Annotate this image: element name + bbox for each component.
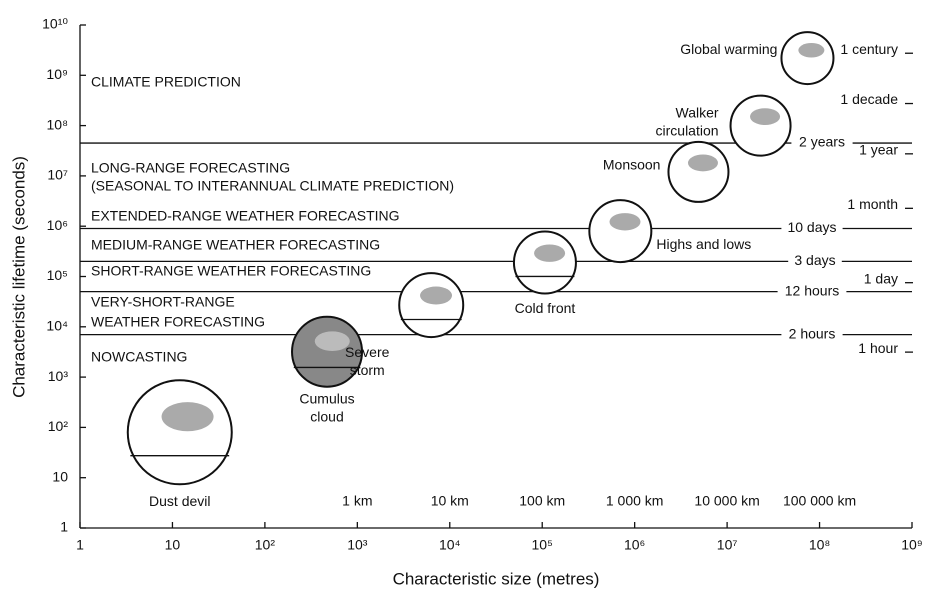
x-unit-label: 1 km [342,493,372,509]
y-axis-label: Characteristic lifetime (seconds) [9,156,28,398]
boundary-label: 2 years [799,134,845,150]
y-tick-label: 10⁵ [47,267,68,283]
time-label: 1 decade [840,91,898,107]
x-tick-label: 1 [76,537,84,553]
x-tick-label: 10⁷ [717,537,738,553]
x-unit-label: 100 000 km [783,493,856,509]
phenomenon-label: Cold front [515,300,576,316]
time-label: 1 hour [858,340,898,356]
phenomenon-label: circulation [656,122,719,138]
y-tick-label: 10² [48,418,69,434]
x-tick-label: 10⁶ [624,537,645,553]
region-label: LONG-RANGE FORECASTING [91,160,290,176]
boundary-label: 2 hours [789,325,836,341]
region-label: VERY-SHORT-RANGE [91,294,235,310]
phenomenon-icon [798,42,825,58]
region-label: (SEASONAL TO INTERANNUAL CLIMATE PREDICT… [91,178,454,194]
region-label: EXTENDED-RANGE WEATHER FORECASTING [91,208,400,224]
phenomenon-circle [126,379,233,486]
time-label: 1 century [840,41,898,57]
y-tick-label: 10³ [48,368,69,384]
y-tick-label: 1 [60,519,68,535]
phenomenon-circle [588,199,653,264]
x-unit-label: 1 000 km [606,493,664,509]
phenomenon-icon [420,286,453,305]
boundary-label-bg [777,283,847,300]
boundary-label-bg [791,135,853,152]
x-unit-label: 100 km [519,493,565,509]
phenomenon-icon [314,331,350,351]
y-tick-label: 10 [52,468,68,484]
phenomenon-circle [291,315,364,388]
phenomenon-icon [609,213,641,231]
phenomenon-icon [534,244,566,262]
phenomenon-icon [687,154,718,172]
time-label: 1 day [864,270,898,286]
x-tick-label: 10⁴ [439,537,461,553]
phenomenon-label: Walker [676,104,719,120]
x-tick-label: 10⁹ [901,537,923,553]
boundary-label: 12 hours [785,282,839,298]
time-label: 1 month [847,196,898,212]
x-tick-label: 10⁸ [809,537,831,553]
phenomenon-circle [780,31,835,86]
y-tick-label: 10⁷ [47,167,68,183]
phenomenon-label: Highs and lows [656,236,751,252]
boundary-label: 3 days [794,252,835,268]
boundary-label-bg [788,253,842,270]
phenomenon-label: Monsoon [603,157,661,173]
phenomenon-circle [667,140,730,203]
y-tick-label: 10⁴ [46,318,68,334]
boundary-label: 10 days [787,219,836,235]
y-tick-label: 10⁸ [47,116,69,132]
phenomenon-label: storm [350,362,385,378]
region-label: SHORT-RANGE WEATHER FORECASTING [91,263,371,279]
phenomenon-label: Severe [345,344,390,360]
y-tick-label: 10⁹ [46,66,68,82]
phenomenon-icon [750,108,781,125]
phenomenon-label: Dust devil [149,493,210,509]
phenomenon-circle [512,230,577,295]
phenomenon-circle [729,94,792,157]
boundary-label-bg [781,220,843,237]
x-axis-label: Characteristic size (metres) [393,569,600,588]
time-label: 1 year [859,142,898,158]
region-label: CLIMATE PREDICTION [91,74,241,90]
x-unit-label: 10 km [431,493,469,509]
region-label: WEATHER FORECASTING [91,314,265,330]
phenomenon-label: Global warming [680,41,777,57]
boundary-label-bg [781,326,843,343]
region-label: NOWCASTING [91,349,187,365]
phenomenon-label: Cumulus [299,390,354,406]
region-label: MEDIUM-RANGE WEATHER FORECASTING [91,237,380,253]
x-tick-label: 10 [165,537,181,553]
x-tick-label: 10³ [347,537,368,553]
y-tick-label: 10¹⁰ [42,16,68,32]
phenomenon-label: cloud [310,408,343,424]
phenomenon-circle [398,272,465,339]
phenomenon-icon [161,402,214,432]
x-tick-label: 10⁵ [532,537,553,553]
x-unit-label: 10 000 km [694,493,759,509]
x-tick-label: 10² [255,537,276,553]
y-tick-label: 10⁶ [47,217,68,233]
